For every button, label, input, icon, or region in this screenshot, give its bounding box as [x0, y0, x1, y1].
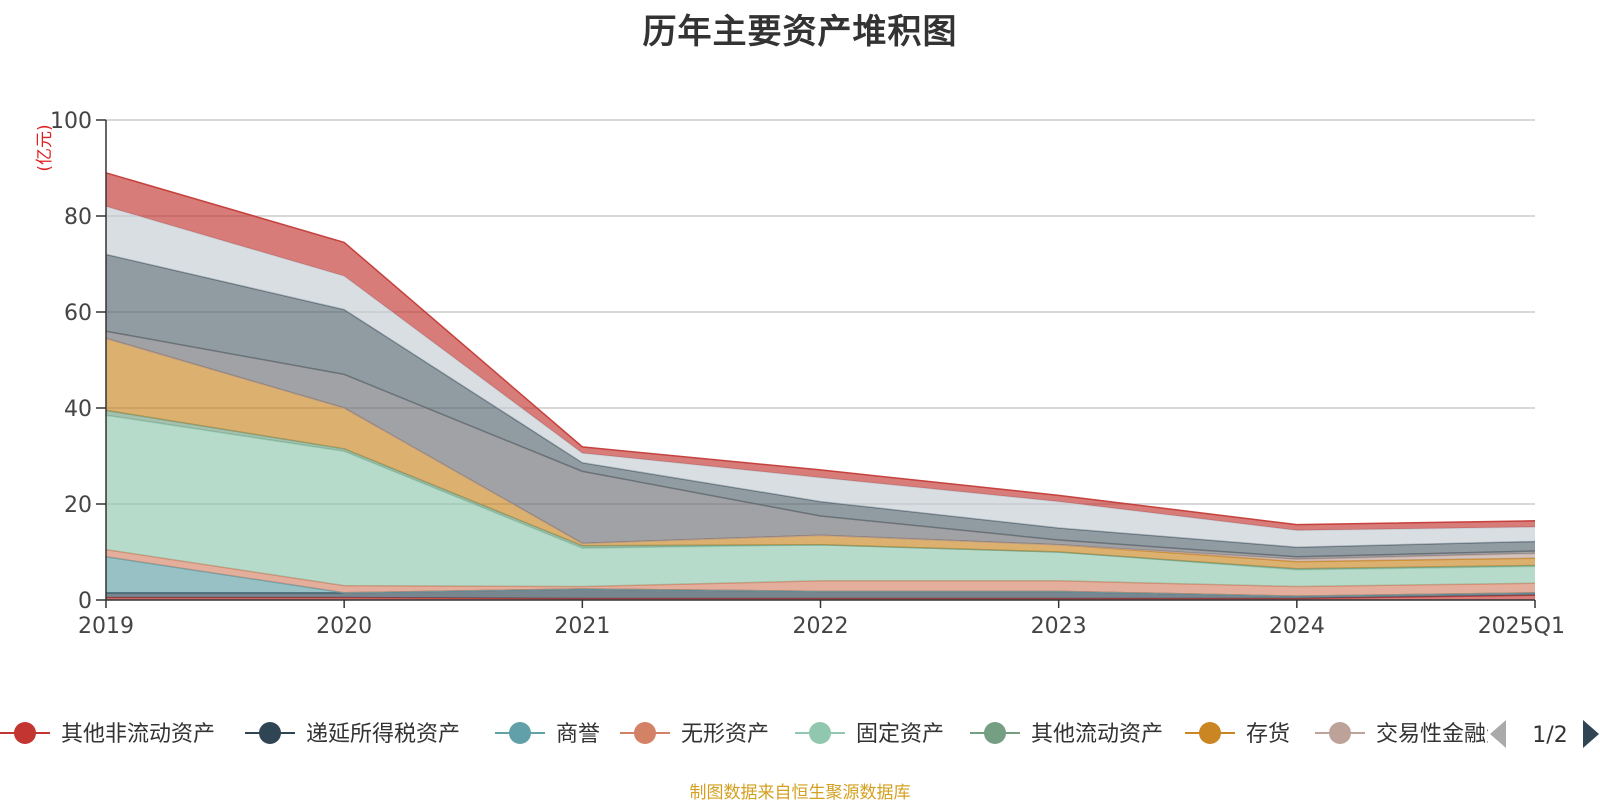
area-series-3: [106, 549, 1535, 597]
legend-label: 商誉: [556, 722, 600, 747]
legend-page-indicator: 1/2: [1532, 723, 1567, 748]
legend-circle-icon: [14, 722, 36, 744]
legend-item[interactable]: 其他非流动资产: [0, 722, 215, 747]
legend-label: 其他非流动资产: [61, 722, 215, 747]
legend-prev-icon[interactable]: [1490, 720, 1506, 748]
y-tick-label: 40: [64, 397, 92, 422]
legend-label: 固定资产: [856, 722, 944, 747]
legend-item[interactable]: 商誉: [495, 722, 600, 747]
legend-label: 存货: [1246, 722, 1290, 747]
legend-item[interactable]: 存货: [1185, 722, 1290, 747]
legend-circle-icon: [1199, 722, 1221, 744]
legend-circle-icon: [809, 722, 831, 744]
x-tick-label: 2025Q1: [1478, 614, 1565, 639]
chart-title: 历年主要资产堆积图: [642, 13, 958, 51]
legend-next-icon[interactable]: [1583, 720, 1599, 748]
area-series-line-11: [105, 172, 1536, 526]
y-tick-label: 20: [64, 493, 92, 518]
x-tick-label: 2023: [1031, 614, 1087, 639]
legend: 其他非流动资产 递延所得税资产 商誉 无形资产 固定资产 其他流动资产 存货 交易性金融资产: [0, 722, 1530, 747]
x-tick-label: 2024: [1269, 614, 1325, 639]
legend-item[interactable]: 递延所得税资产: [245, 722, 460, 747]
y-tick-label: 80: [64, 205, 92, 230]
y-axis-unit: (亿元): [35, 124, 55, 171]
legend-circle-icon: [509, 722, 531, 744]
x-tick-label: 2022: [793, 614, 849, 639]
x-tick-label: 2019: [78, 614, 134, 639]
legend-item[interactable]: 无形资产: [620, 722, 769, 747]
legend-label: 交易性金融资产: [1376, 722, 1530, 747]
legend-circle-icon: [984, 722, 1006, 744]
x-tick-label: 2020: [316, 614, 372, 639]
legend-label: 递延所得税资产: [306, 722, 460, 747]
y-tick-label: 0: [78, 589, 92, 614]
x-tick-label: 2021: [554, 614, 610, 639]
legend-item[interactable]: 其他流动资产: [970, 722, 1163, 747]
axes: 0 20 40 60 80 100 2019 2020 2021 2022 2023 2024 2025…: [35, 109, 1565, 639]
legend-label: 无形资产: [681, 722, 769, 747]
area-series-6: [106, 338, 1535, 569]
area-series-4: [106, 415, 1535, 587]
legend-pager: 1/2: [1490, 720, 1599, 748]
legend-item[interactable]: 交易性金融资产: [1315, 722, 1530, 747]
y-tick-label: 100: [50, 109, 92, 134]
legend-circle-icon: [634, 722, 656, 744]
legend-label: 其他流动资产: [1031, 722, 1163, 747]
legend-circle-icon: [1329, 722, 1351, 744]
legend-items: 其他非流动资产 递延所得税资产 商誉 无形资产 固定资产 其他流动资产 存货 交易性金融资产: [0, 722, 1530, 747]
legend-item[interactable]: 固定资产: [795, 722, 944, 747]
y-tick-label: 60: [64, 301, 92, 326]
area-series-2: [106, 556, 1535, 597]
source-note: 制图数据来自恒生聚源数据库: [689, 783, 911, 803]
area-series-group: [105, 172, 1536, 600]
area-series-10: [106, 206, 1535, 548]
legend-circle-icon: [259, 722, 281, 744]
